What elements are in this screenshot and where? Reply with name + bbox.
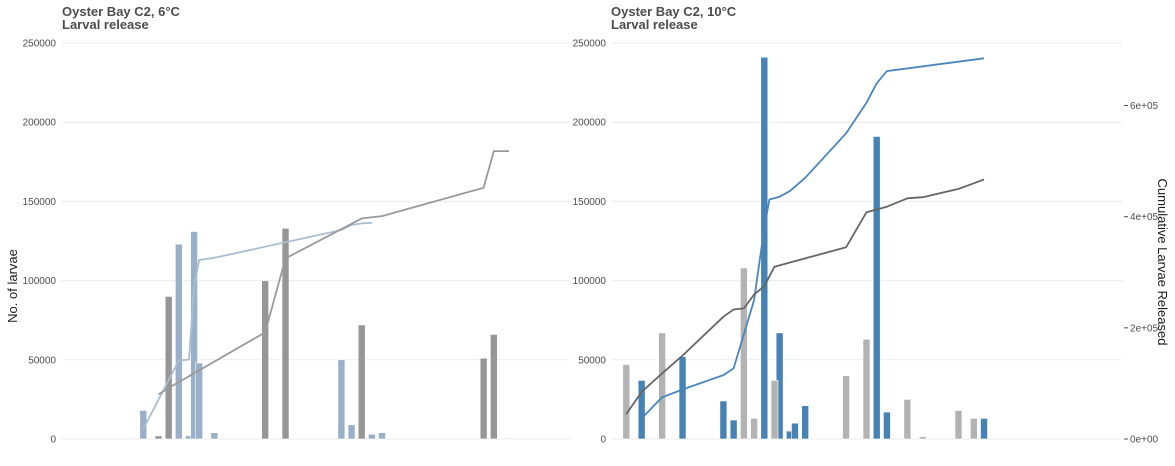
bar [378, 432, 386, 440]
bar [164, 296, 173, 440]
cumulative-line [625, 178, 985, 415]
bar [791, 422, 799, 440]
y2-tick-label: 2e+05 [1130, 323, 1159, 334]
bars [139, 228, 513, 440]
bar [740, 267, 748, 440]
y-tick-label: 150000 [23, 197, 57, 208]
chart-title: Oyster Bay C2, 6°C [62, 4, 181, 19]
y-tick-label: 250000 [573, 39, 607, 50]
y-tick-label: 0 [50, 435, 56, 446]
bar [872, 136, 881, 440]
bar [357, 324, 366, 440]
bars [622, 56, 988, 440]
bar [862, 338, 871, 440]
bar [729, 419, 738, 440]
bar [970, 418, 978, 440]
cumulative-line [641, 57, 985, 420]
bar [842, 375, 850, 440]
y-tick-label: 50000 [28, 355, 56, 366]
chart-subtitle: Larval release [62, 17, 149, 32]
bar [678, 356, 687, 440]
y-axis: 0 50000 100000 150000 200000 250000 [23, 39, 57, 446]
bar [801, 405, 809, 440]
bar [622, 364, 631, 440]
bar [368, 433, 376, 440]
cumulative-line [142, 221, 372, 430]
panel-10c: Oyster Bay C2, 10°C Larval release Cumul… [573, 4, 1170, 446]
panel-6c: Oyster Bay C2, 6°C Larval release No. of… [5, 4, 570, 446]
y-axis: 0 50000 100000 150000 200000 250000 [573, 39, 607, 446]
y-tick-label: 200000 [573, 118, 607, 129]
bar [479, 357, 488, 440]
bar [719, 400, 728, 440]
y-tick-label: 200000 [23, 118, 57, 129]
bar [210, 432, 219, 440]
y-tick-label: 100000 [573, 276, 607, 287]
y-tick-label: 150000 [573, 197, 607, 208]
cumulative-lines [142, 150, 509, 430]
chart-subtitle: Larval release [611, 17, 698, 32]
bar [954, 410, 963, 440]
bar [489, 334, 498, 440]
bar [337, 359, 346, 440]
y-tick-label: 0 [600, 435, 606, 446]
bar [195, 362, 203, 440]
bar [980, 418, 988, 440]
y2-axis-label: Cumulative Larvae Released [1155, 179, 1170, 346]
y-tick-label: 50000 [578, 355, 606, 366]
bar [505, 437, 513, 440]
bar [658, 332, 666, 440]
bar [281, 228, 290, 440]
grid [611, 42, 1122, 440]
bar [261, 280, 270, 440]
bar [918, 436, 927, 440]
bar [750, 418, 758, 440]
y2-tick-label: 6e+05 [1130, 101, 1159, 112]
bar [139, 410, 148, 440]
cumulative-line [158, 150, 509, 396]
bar [154, 435, 163, 440]
y-tick-label: 250000 [23, 39, 57, 50]
bar [770, 380, 779, 440]
y2-tick-label: 4e+05 [1130, 212, 1159, 223]
bar [883, 411, 891, 440]
bar [637, 380, 646, 440]
y-axis-label: No. of larvae [5, 249, 20, 323]
bar [347, 424, 356, 440]
bar [175, 243, 183, 440]
y-tick-label: 100000 [23, 276, 57, 287]
y2-axis: 0e+00 2e+05 4e+05 6e+05 [1124, 101, 1159, 446]
y2-tick-label: 0e+00 [1130, 435, 1159, 446]
cumulative-lines [625, 57, 985, 420]
chart-title: Oyster Bay C2, 10°C [611, 4, 737, 19]
bar [903, 399, 912, 440]
